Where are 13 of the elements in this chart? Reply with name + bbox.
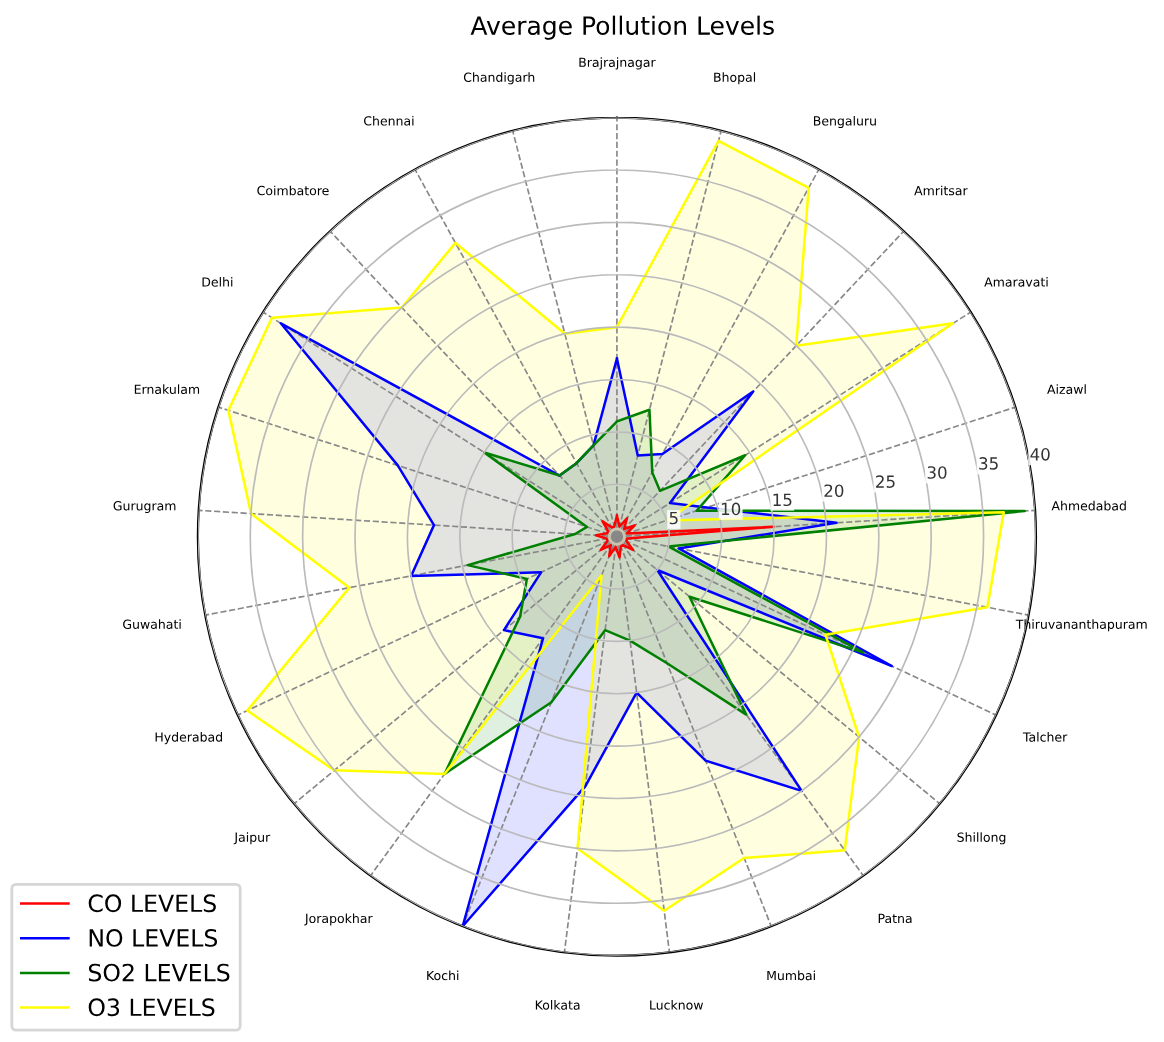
y-tick-label: 5 bbox=[669, 511, 678, 525]
legend-label: NO LEVELS bbox=[89, 929, 218, 947]
legend-label: CO LEVELS bbox=[88, 894, 216, 913]
y-tick-label: 25 bbox=[876, 475, 895, 488]
y-tick-label: 10 bbox=[721, 502, 741, 516]
legend-label: SO2 LEVELS bbox=[88, 963, 230, 982]
y-tick-label: 15 bbox=[773, 493, 792, 507]
y-tick-label: 40 bbox=[1030, 448, 1050, 461]
y-tick-label: 20 bbox=[824, 484, 844, 498]
legend-label: O3 LEVELS bbox=[88, 998, 215, 1017]
y-tick-label: 30 bbox=[927, 466, 947, 479]
chart-title: Average Pollution Levels bbox=[470, 15, 774, 40]
y-tick-label: 35 bbox=[979, 457, 998, 470]
